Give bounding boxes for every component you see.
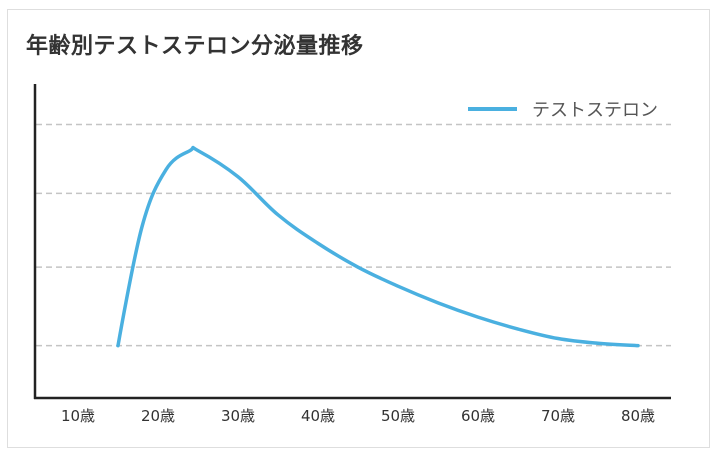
- series-line-1: [116, 145, 640, 348]
- x-tick-label: 10歳: [61, 407, 95, 425]
- x-tick-label: 40歳: [301, 407, 335, 425]
- x-tick-label: 50歳: [381, 407, 415, 425]
- x-tick-label: 60歳: [461, 407, 495, 425]
- legend: テストステロン: [468, 100, 658, 121]
- grid-layer: [36, 123, 671, 347]
- chart-title: 年齢別テストステロン分泌量推移: [26, 34, 364, 59]
- series-layer: [116, 145, 640, 348]
- x-tick-label: 30歳: [221, 407, 255, 425]
- x-tick-labels: 10歳 20歳 30歳 40歳 50歳 60歳 70歳 80歳: [61, 407, 655, 425]
- chart-frame: [7, 9, 710, 448]
- x-tick-label: 20歳: [141, 407, 175, 425]
- x-tick-label: 80歳: [621, 407, 655, 425]
- legend-label: テストステロン: [532, 100, 658, 121]
- x-tick-label: 70歳: [541, 407, 575, 425]
